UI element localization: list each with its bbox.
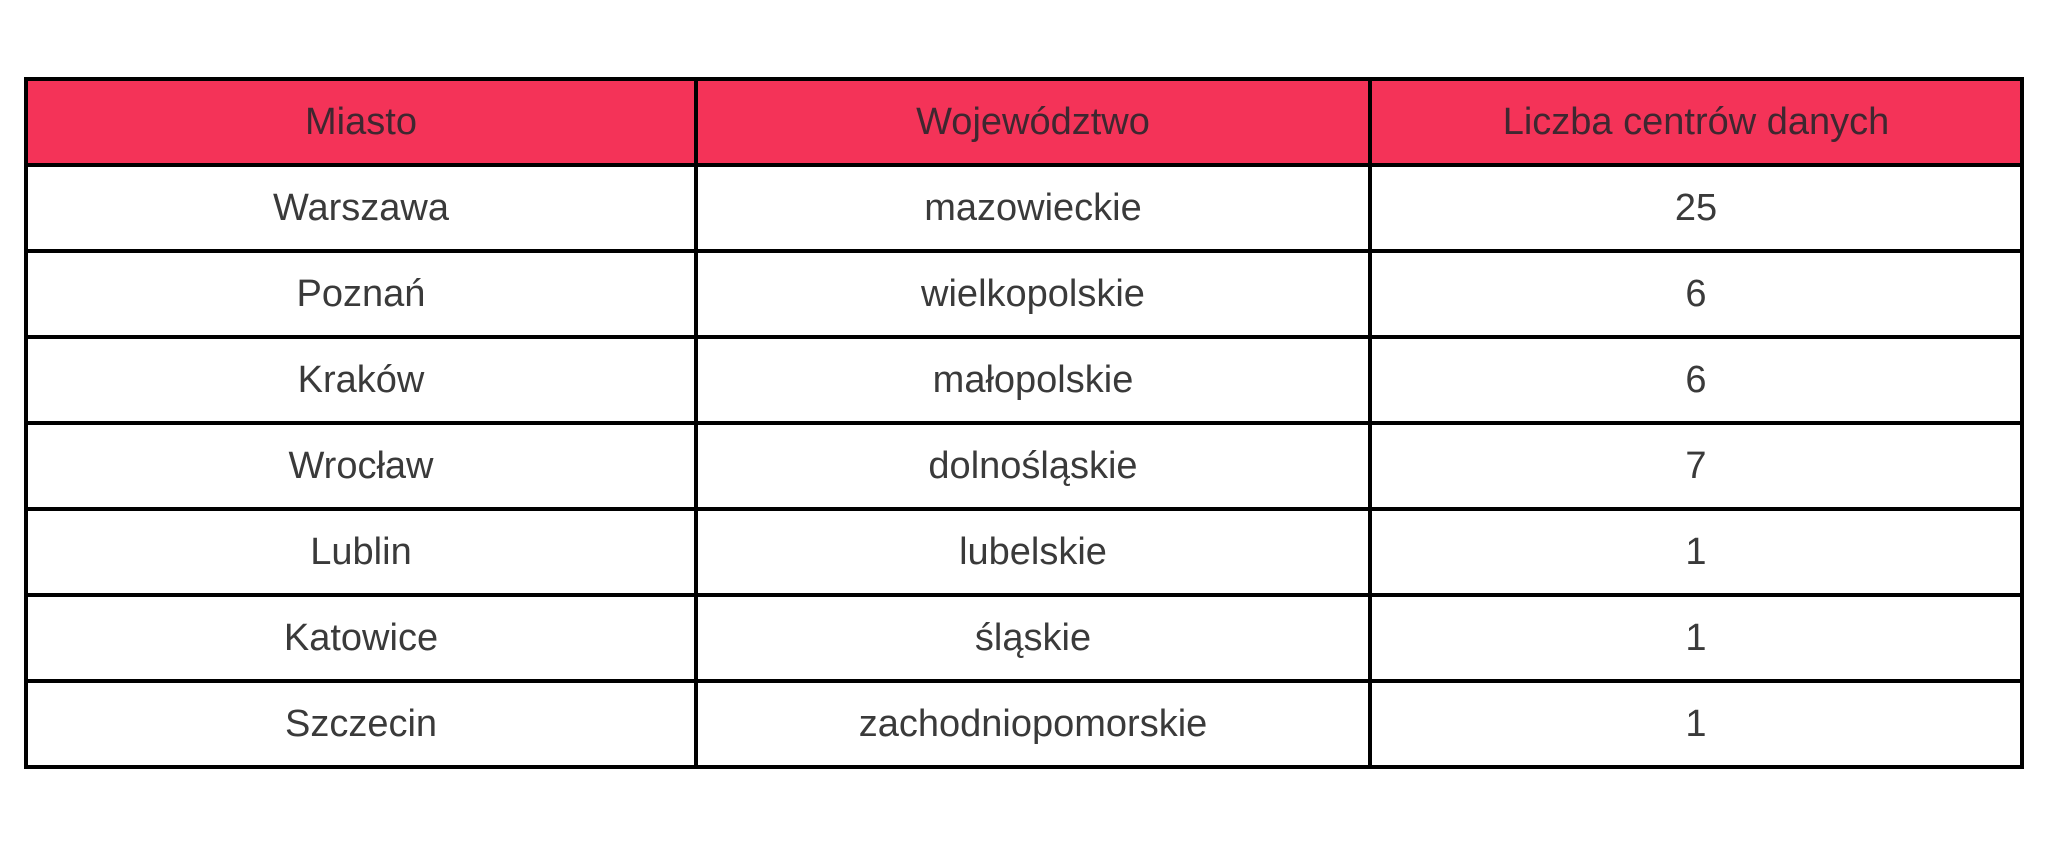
table-header-row: Miasto Województwo Liczba centrów danych bbox=[24, 77, 2024, 167]
cell-count: 7 bbox=[1368, 421, 2024, 511]
cell-city: Warszawa bbox=[24, 163, 698, 253]
table-row: Warszawa mazowieckie 25 bbox=[24, 163, 2024, 253]
cell-voivodeship: zachodniopomorskie bbox=[694, 679, 1372, 769]
cell-voivodeship: małopolskie bbox=[694, 335, 1372, 425]
cell-count: 1 bbox=[1368, 679, 2024, 769]
table-row: Lublin lubelskie 1 bbox=[24, 507, 2024, 597]
cell-voivodeship: wielkopolskie bbox=[694, 249, 1372, 339]
cell-city: Kraków bbox=[24, 335, 698, 425]
table-row: Poznań wielkopolskie 6 bbox=[24, 249, 2024, 339]
cell-count: 25 bbox=[1368, 163, 2024, 253]
cell-count: 6 bbox=[1368, 249, 2024, 339]
data-centers-table: Miasto Województwo Liczba centrów danych… bbox=[24, 77, 2024, 769]
cell-city: Poznań bbox=[24, 249, 698, 339]
cell-voivodeship: dolnośląskie bbox=[694, 421, 1372, 511]
cell-city: Katowice bbox=[24, 593, 698, 683]
cell-count: 6 bbox=[1368, 335, 2024, 425]
column-header-wojewodztwo: Województwo bbox=[694, 77, 1372, 167]
cell-city: Szczecin bbox=[24, 679, 698, 769]
table-row: Wrocław dolnośląskie 7 bbox=[24, 421, 2024, 511]
cell-voivodeship: śląskie bbox=[694, 593, 1372, 683]
cell-voivodeship: mazowieckie bbox=[694, 163, 1372, 253]
cell-city: Wrocław bbox=[24, 421, 698, 511]
table-row: Miasto Województwo Liczba centrów danych bbox=[24, 77, 2024, 167]
cell-voivodeship: lubelskie bbox=[694, 507, 1372, 597]
column-header-miasto: Miasto bbox=[24, 77, 698, 167]
cell-city: Lublin bbox=[24, 507, 698, 597]
table-row: Szczecin zachodniopomorskie 1 bbox=[24, 679, 2024, 769]
table-row: Kraków małopolskie 6 bbox=[24, 335, 2024, 425]
data-centers-table-container: Miasto Województwo Liczba centrów danych… bbox=[24, 77, 2024, 769]
cell-count: 1 bbox=[1368, 593, 2024, 683]
table-body: Warszawa mazowieckie 25 Poznań wielkopol… bbox=[24, 163, 2024, 769]
column-header-liczba-centrow-danych: Liczba centrów danych bbox=[1368, 77, 2024, 167]
table-row: Katowice śląskie 1 bbox=[24, 593, 2024, 683]
cell-count: 1 bbox=[1368, 507, 2024, 597]
